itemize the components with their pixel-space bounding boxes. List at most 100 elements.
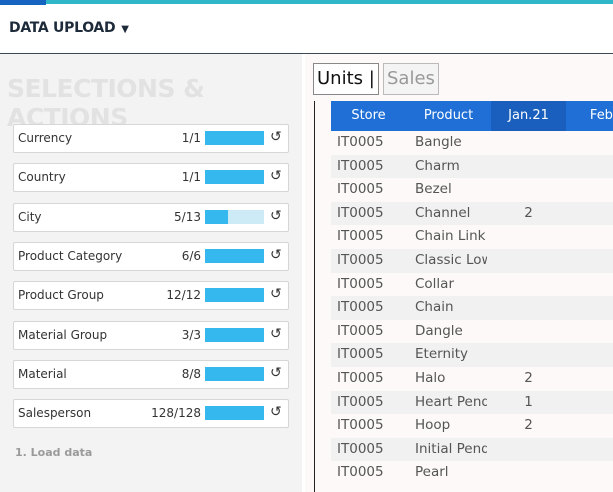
- progress-fill: [205, 170, 264, 185]
- selection-filter[interactable]: Product Category 6/6 ↺: [13, 241, 289, 271]
- progress-bar: [205, 288, 264, 303]
- table-cell: Initial Penda: [415, 440, 487, 457]
- progress-bar: [205, 170, 264, 185]
- table-cell: IT0005: [337, 157, 384, 174]
- table-cell: Channel: [415, 204, 471, 221]
- table-cell: Bezel: [415, 181, 452, 198]
- column-header[interactable]: Store: [331, 101, 406, 131]
- active-tab-marker: [0, 0, 46, 5]
- table-cell: IT0005: [337, 370, 384, 386]
- reset-icon[interactable]: ↺: [270, 286, 282, 303]
- reset-icon[interactable]: ↺: [270, 207, 282, 224]
- reset-icon[interactable]: ↺: [270, 246, 282, 263]
- filter-label: Salesperson: [18, 406, 92, 421]
- table-cell: 1: [524, 393, 533, 410]
- table-cell: IT0005: [337, 322, 384, 339]
- reset-icon[interactable]: ↺: [270, 364, 282, 381]
- selection-filter[interactable]: Material Group 3/3 ↺: [13, 320, 289, 350]
- table-cell: Eternity: [415, 346, 469, 363]
- table-cell: Classic Low: [415, 252, 487, 268]
- progress-fill: [205, 209, 228, 224]
- selection-filter[interactable]: Product Group 12/12 ↺: [13, 281, 289, 311]
- filter-label: Product Category: [18, 248, 123, 263]
- table-row: IT0005 Pearl: [331, 461, 613, 485]
- table-cell: Pearl: [415, 464, 449, 481]
- filter-count: 12/12: [166, 288, 201, 303]
- table-row: IT0005 Chain Link: [331, 225, 613, 249]
- dropdown-caret: ▼: [121, 24, 129, 35]
- table-row: IT0005 Bezel: [331, 178, 613, 202]
- progress-fill: [205, 406, 264, 421]
- progress-fill: [205, 131, 264, 145]
- tab[interactable]: Units |: [313, 63, 379, 95]
- progress-bar: [205, 248, 264, 263]
- column-header[interactable]: Product: [406, 101, 491, 131]
- table-cell: 2: [524, 417, 533, 434]
- table-cell: Halo: [415, 370, 446, 386]
- column-header[interactable]: Jan.21: [491, 101, 566, 131]
- menu-title-text: DATA UPLOAD: [9, 20, 116, 36]
- table-row: IT0005 Bangle: [331, 131, 613, 155]
- progress-bar: [205, 366, 264, 381]
- progress-fill: [205, 327, 264, 342]
- table-cell: IT0005: [337, 417, 384, 434]
- selection-filter[interactable]: Material 8/8 ↺: [13, 359, 289, 389]
- reset-icon[interactable]: ↺: [270, 129, 282, 145]
- filter-label: Currency: [18, 131, 73, 145]
- table-row: IT0005 Channel 2: [331, 201, 613, 226]
- reset-icon[interactable]: ↺: [270, 325, 282, 342]
- tab[interactable]: Sales: [383, 63, 439, 95]
- table-cell: IT0005: [337, 393, 384, 410]
- filter-label: Product Group: [18, 288, 104, 303]
- table-cell: Heart Penda: [415, 393, 487, 410]
- table-cell: Chain Link: [415, 228, 486, 245]
- progress-fill: [205, 248, 264, 263]
- filter-label: Material: [18, 366, 67, 381]
- table-row: IT0005 Collar: [331, 273, 613, 297]
- progress-bar: [205, 131, 264, 145]
- table-cell: Bangle: [415, 134, 462, 150]
- table-cell: 2: [524, 370, 533, 386]
- menu-title[interactable]: DATA UPLOAD ▼: [9, 20, 129, 36]
- table-cell: IT0005: [337, 204, 384, 221]
- progress-bar: [205, 406, 264, 421]
- table-cell: Hoop: [415, 417, 451, 434]
- table-row: IT0005 Dangle: [331, 320, 613, 344]
- table-cell: Charm: [415, 157, 460, 174]
- column-header[interactable]: Feb.: [566, 101, 613, 131]
- progress-fill: [205, 288, 264, 303]
- selection-filter[interactable]: Currency 1/1 ↺: [13, 124, 289, 153]
- table-cell: IT0005: [337, 181, 384, 198]
- table-cell: 2: [524, 204, 533, 221]
- filter-count: 128/128: [151, 406, 201, 421]
- table-cell: IT0005: [337, 440, 384, 457]
- load-step[interactable]: 1. Load data: [15, 446, 93, 459]
- table-row: IT0005 Hoop 2: [331, 414, 613, 438]
- reset-icon[interactable]: ↺: [270, 404, 282, 421]
- progress-bar: [205, 327, 264, 342]
- selection-filter[interactable]: Salesperson 128/128 ↺: [13, 399, 289, 429]
- filter-count: 6/6: [181, 248, 201, 263]
- table-row: IT0005 Charm: [331, 154, 613, 179]
- table-cell: IT0005: [337, 228, 384, 245]
- filter-label: Country: [18, 170, 66, 185]
- table-cell: Chain: [415, 299, 454, 316]
- table-row: IT0005 Halo 2: [331, 367, 613, 391]
- data-table: StoreProductJan.21Feb.IT0005BangleIT0005…: [314, 101, 613, 492]
- filter-label: City: [18, 209, 42, 224]
- right-panel: Units | Sales StoreProductJan.21Feb.IT00…: [305, 54, 613, 492]
- top-accent: [0, 0, 613, 4]
- table-row: IT0005 Heart Penda 1: [331, 390, 613, 415]
- table-cell: IT0005: [337, 275, 384, 292]
- table-row: IT0005 Classic Low: [331, 249, 613, 273]
- table-cell: IT0005: [337, 299, 384, 316]
- selection-filter[interactable]: Country 1/1 ↺: [13, 163, 289, 193]
- table-row: IT0005 Chain: [331, 296, 613, 320]
- table-cell: IT0005: [337, 252, 384, 268]
- table-cell: IT0005: [337, 134, 384, 150]
- filter-count: 1/1: [181, 131, 201, 145]
- filter-count: 5/13: [174, 209, 201, 224]
- selection-filter[interactable]: City 5/13 ↺: [13, 202, 289, 232]
- reset-icon[interactable]: ↺: [270, 168, 282, 185]
